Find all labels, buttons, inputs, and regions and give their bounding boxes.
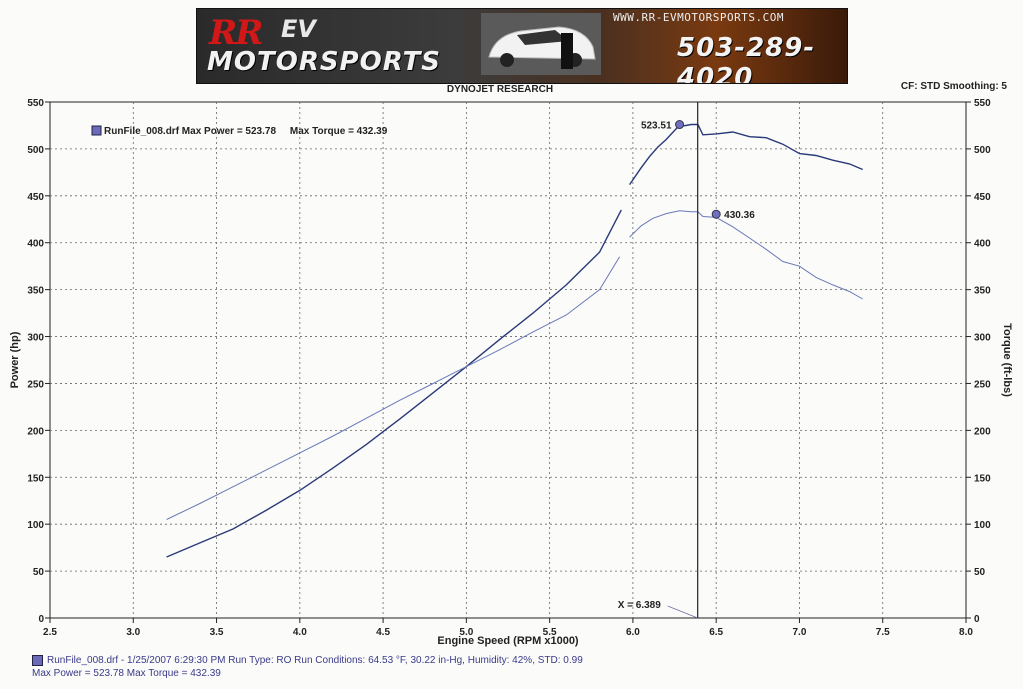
x-tick-label: 5.0: [459, 627, 473, 638]
y-tick-label-left: 200: [27, 426, 44, 437]
annotations: 523.51 430.36: [641, 120, 755, 221]
grid: [50, 102, 966, 618]
annotation-label: 430.36: [724, 210, 755, 221]
annotation-marker: [711, 209, 721, 219]
y-tick-label-left: 100: [27, 520, 44, 531]
car-image: [481, 13, 601, 75]
y-tick-label-right: 550: [974, 98, 991, 109]
y-tick-label-left: 250: [27, 379, 44, 390]
footer-swatch: [32, 654, 43, 666]
y-tick-label-left: 550: [27, 98, 44, 109]
y-tick-label-right: 450: [974, 192, 991, 203]
series-line-1: [166, 256, 621, 520]
y-tick-label-right: 200: [974, 426, 991, 437]
y-tick-label-right: 500: [974, 145, 991, 156]
series-line-0: [166, 209, 622, 558]
sponsor-banner: RR EV MOTORSPORTS WWW.RR-EVMOTORSPORTS.C…: [196, 8, 848, 84]
chart-title: DYNOJET RESEARCH: [446, 84, 554, 95]
y-tick-label-left: 450: [27, 192, 44, 203]
y-tick-label-right: 250: [974, 379, 991, 390]
y-tick-label-left: 500: [27, 145, 44, 156]
y-tick-label-left: 350: [27, 286, 44, 297]
x-tick-label: 7.0: [793, 627, 807, 638]
footer-line2: Max Power = 523.78 Max Torque = 432.39: [32, 668, 221, 679]
x-tick-label: 8.0: [959, 627, 973, 638]
annotation-label: 523.51: [641, 121, 672, 132]
x-tick-label: 5.5: [543, 627, 557, 638]
logo-rr: RR: [209, 13, 263, 53]
series-lines: [166, 123, 863, 619]
ticks: 2.5 3.0 3.5 4.0 4.5 5.0 5.5 6.0 6.5 7.0 7.5 8.00 050…: [27, 98, 991, 638]
banner-phone: 503-289-4020: [677, 33, 816, 84]
logo-motorsports: MOTORSPORTS: [207, 47, 442, 77]
y-tick-label-right: 100: [974, 520, 991, 531]
y-tick-label-left: 300: [27, 333, 44, 344]
y-tick-label-right: 0: [974, 614, 980, 625]
x-tick-label: 7.5: [876, 627, 890, 638]
x-tick-label: 6.0: [626, 627, 640, 638]
x-tick-label: 4.5: [376, 627, 390, 638]
cf-smoothing-label: CF: STD Smoothing: 5: [900, 81, 1007, 92]
cursor-leader: [667, 605, 698, 619]
y-tick-label-left: 50: [33, 567, 45, 578]
x-tick-label: 3.0: [126, 627, 140, 638]
cursor-label: X = 6.389: [618, 600, 662, 611]
x-tick-label: 4.0: [293, 627, 307, 638]
x-axis-label: Engine Speed (RPM x1000): [437, 635, 579, 647]
y-axis-label-right: Torque (ft-lbs): [1001, 323, 1013, 397]
y-tick-label-left: 0: [38, 614, 44, 625]
y-tick-label-right: 300: [974, 333, 991, 344]
y-tick-label-left: 400: [27, 239, 44, 250]
annotation-marker: [675, 120, 685, 130]
y-tick-label-right: 50: [974, 567, 986, 578]
y-tick-label-left: 150: [27, 473, 44, 484]
x-tick-label: 2.5: [43, 627, 57, 638]
y-tick-label-right: 400: [974, 239, 991, 250]
plot-frame: [49, 101, 967, 619]
y-tick-label-right: 150: [974, 473, 991, 484]
run-footer: RunFile_008.drf - 1/25/2007 6:29:30 PM R…: [32, 654, 583, 680]
legend-swatch: [91, 125, 102, 136]
y-axis-label-left: Power (hp): [9, 331, 21, 388]
dyno-chart: 2.5 3.0 3.5 4.0 4.5 5.0 5.5 6.0 6.5 7.0 7.5 8.00 050…: [9, 98, 1013, 647]
legend-text: RunFile_008.drf Max Power = 523.78 Max T…: [104, 126, 388, 137]
series-line-0: [629, 123, 863, 185]
banner-url: WWW.RR-EVMOTORSPORTS.COM: [613, 11, 784, 24]
y-tick-label-right: 350: [974, 286, 991, 297]
x-tick-label: 6.5: [709, 627, 723, 638]
logo-ev: EV: [281, 15, 316, 43]
series-line-1: [629, 210, 863, 300]
x-tick-label: 3.5: [210, 627, 224, 638]
footer-line1: RunFile_008.drf - 1/25/2007 6:29:30 PM R…: [47, 655, 583, 666]
